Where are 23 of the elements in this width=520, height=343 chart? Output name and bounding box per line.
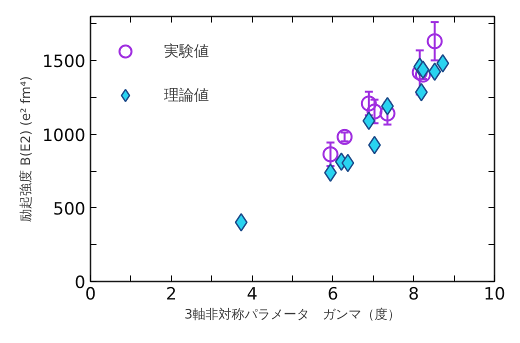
point [414, 82, 428, 102]
x-tick-label: 8 [408, 284, 420, 304]
point [428, 62, 442, 81]
point [234, 213, 248, 232]
point [362, 112, 376, 130]
legend-label: 理論値 [164, 86, 209, 104]
point [341, 154, 354, 172]
x-tick-label: 6 [327, 284, 338, 304]
x-tick-label: 4 [246, 284, 258, 304]
point [379, 106, 396, 122]
legend-label: 実験値 [164, 42, 209, 60]
y-tick-label: 500 [53, 199, 86, 220]
y-axis-title: 励起強度 B(E2) (e² fm⁴) [18, 76, 34, 222]
point [426, 33, 443, 50]
point [322, 146, 338, 162]
x-axis-title: 3軸非対称パラメータ ガンマ（度） [184, 306, 401, 322]
x-tick-label: 2 [166, 284, 177, 304]
point [360, 96, 377, 112]
x-tick-label: 10 [484, 284, 506, 304]
point [336, 128, 353, 145]
y-tick-label: 1000 [42, 126, 86, 146]
y-tick-label: 1500 [42, 52, 86, 72]
point [436, 54, 450, 73]
